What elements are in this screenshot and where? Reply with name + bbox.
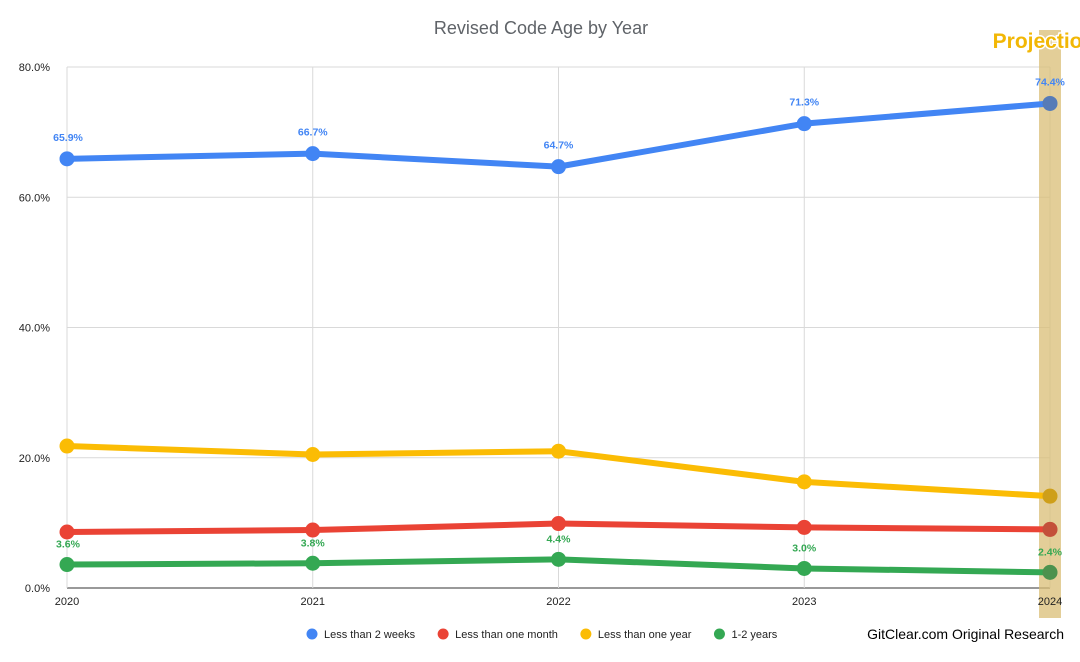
data-point [1042, 564, 1058, 580]
data-point-shade [1042, 95, 1058, 111]
legend-label: Less than one year [598, 629, 692, 641]
legend-item: 1-2 years [713, 628, 778, 641]
data-point [1042, 488, 1058, 504]
data-label: 66.7% [298, 127, 328, 139]
legend-item: Less than one year [580, 628, 692, 641]
data-label: 71.3% [789, 97, 819, 109]
data-point [551, 551, 566, 567]
data-point [551, 159, 566, 175]
data-point [59, 151, 75, 167]
legend-marker [437, 628, 449, 640]
data-point [305, 146, 321, 162]
x-tick-label: 2024 [1038, 596, 1062, 608]
x-tick-label: 2021 [301, 596, 325, 608]
data-point [551, 516, 566, 532]
data-point [305, 446, 321, 462]
x-tick-label: 2020 [55, 596, 79, 608]
data-point-shade [1042, 521, 1058, 537]
legend-item: Less than 2 weeks [306, 628, 416, 641]
x-tick-label: 2023 [792, 596, 816, 608]
data-point [551, 443, 566, 459]
projection-band [1039, 30, 1061, 618]
data-point [1042, 521, 1058, 537]
data-point-shade [1042, 564, 1058, 580]
data-label: 2.4% [1038, 546, 1063, 558]
y-tick-label: 80.0% [19, 62, 50, 74]
x-axis: 2020 2021 2022 2023 2024 [55, 596, 1062, 608]
data-label: 3.8% [301, 537, 326, 549]
data-point [796, 560, 812, 576]
legend-marker [713, 628, 725, 640]
data-label: 64.7% [544, 140, 574, 152]
projection-label: Projection [993, 30, 1080, 53]
legend-label: Less than 2 weeks [324, 629, 416, 641]
data-point-shade [1042, 488, 1058, 504]
legend: Less than 2 weeks Less than one month Less… [306, 628, 778, 641]
data-point [305, 555, 321, 571]
projection-highlight: Projection [991, 29, 1080, 618]
data-point [59, 524, 75, 540]
y-tick-label: 0.0% [25, 583, 50, 595]
series-less-than-2-weeks: 65.9% 66.7% 64.7% 71.3% 74.4% [53, 76, 1066, 175]
data-label: 3.0% [792, 542, 817, 554]
x-tick-label: 2022 [546, 596, 570, 608]
y-tick-label: 40.0% [19, 323, 50, 335]
chart-title: Revised Code Age by Year [434, 18, 648, 38]
data-point [796, 116, 812, 132]
data-point [796, 519, 812, 535]
source-credit: GitClear.com Original Research [867, 626, 1064, 642]
legend-marker [306, 628, 318, 640]
data-point [59, 557, 75, 573]
y-tick-label: 20.0% [19, 453, 50, 465]
series-group: 65.9% 66.7% 64.7% 71.3% 74.4% 3.6% 3.8% 4.4% 3.0… [53, 76, 1066, 580]
series-1-2-years: 3.6% 3.8% 4.4% 3.0% 2.4% [56, 533, 1063, 580]
legend-label: 1-2 years [731, 629, 777, 641]
series-less-than-one-month [59, 516, 1058, 540]
data-point [796, 474, 812, 490]
data-label: 65.9% [53, 132, 83, 144]
data-label: 4.4% [547, 533, 572, 545]
data-label: 3.6% [56, 539, 81, 551]
y-axis: 0.0% 20.0% 40.0% 60.0% 80.0% [19, 62, 50, 595]
data-point [59, 438, 75, 454]
data-point [1042, 95, 1058, 111]
legend-marker [580, 628, 592, 640]
series-less-than-one-year [59, 438, 1058, 504]
legend-item: Less than one month [437, 628, 558, 641]
data-point [305, 522, 321, 538]
legend-label: Less than one month [455, 629, 558, 641]
y-tick-label: 60.0% [19, 192, 50, 204]
data-label: 74.4% [1035, 76, 1065, 88]
